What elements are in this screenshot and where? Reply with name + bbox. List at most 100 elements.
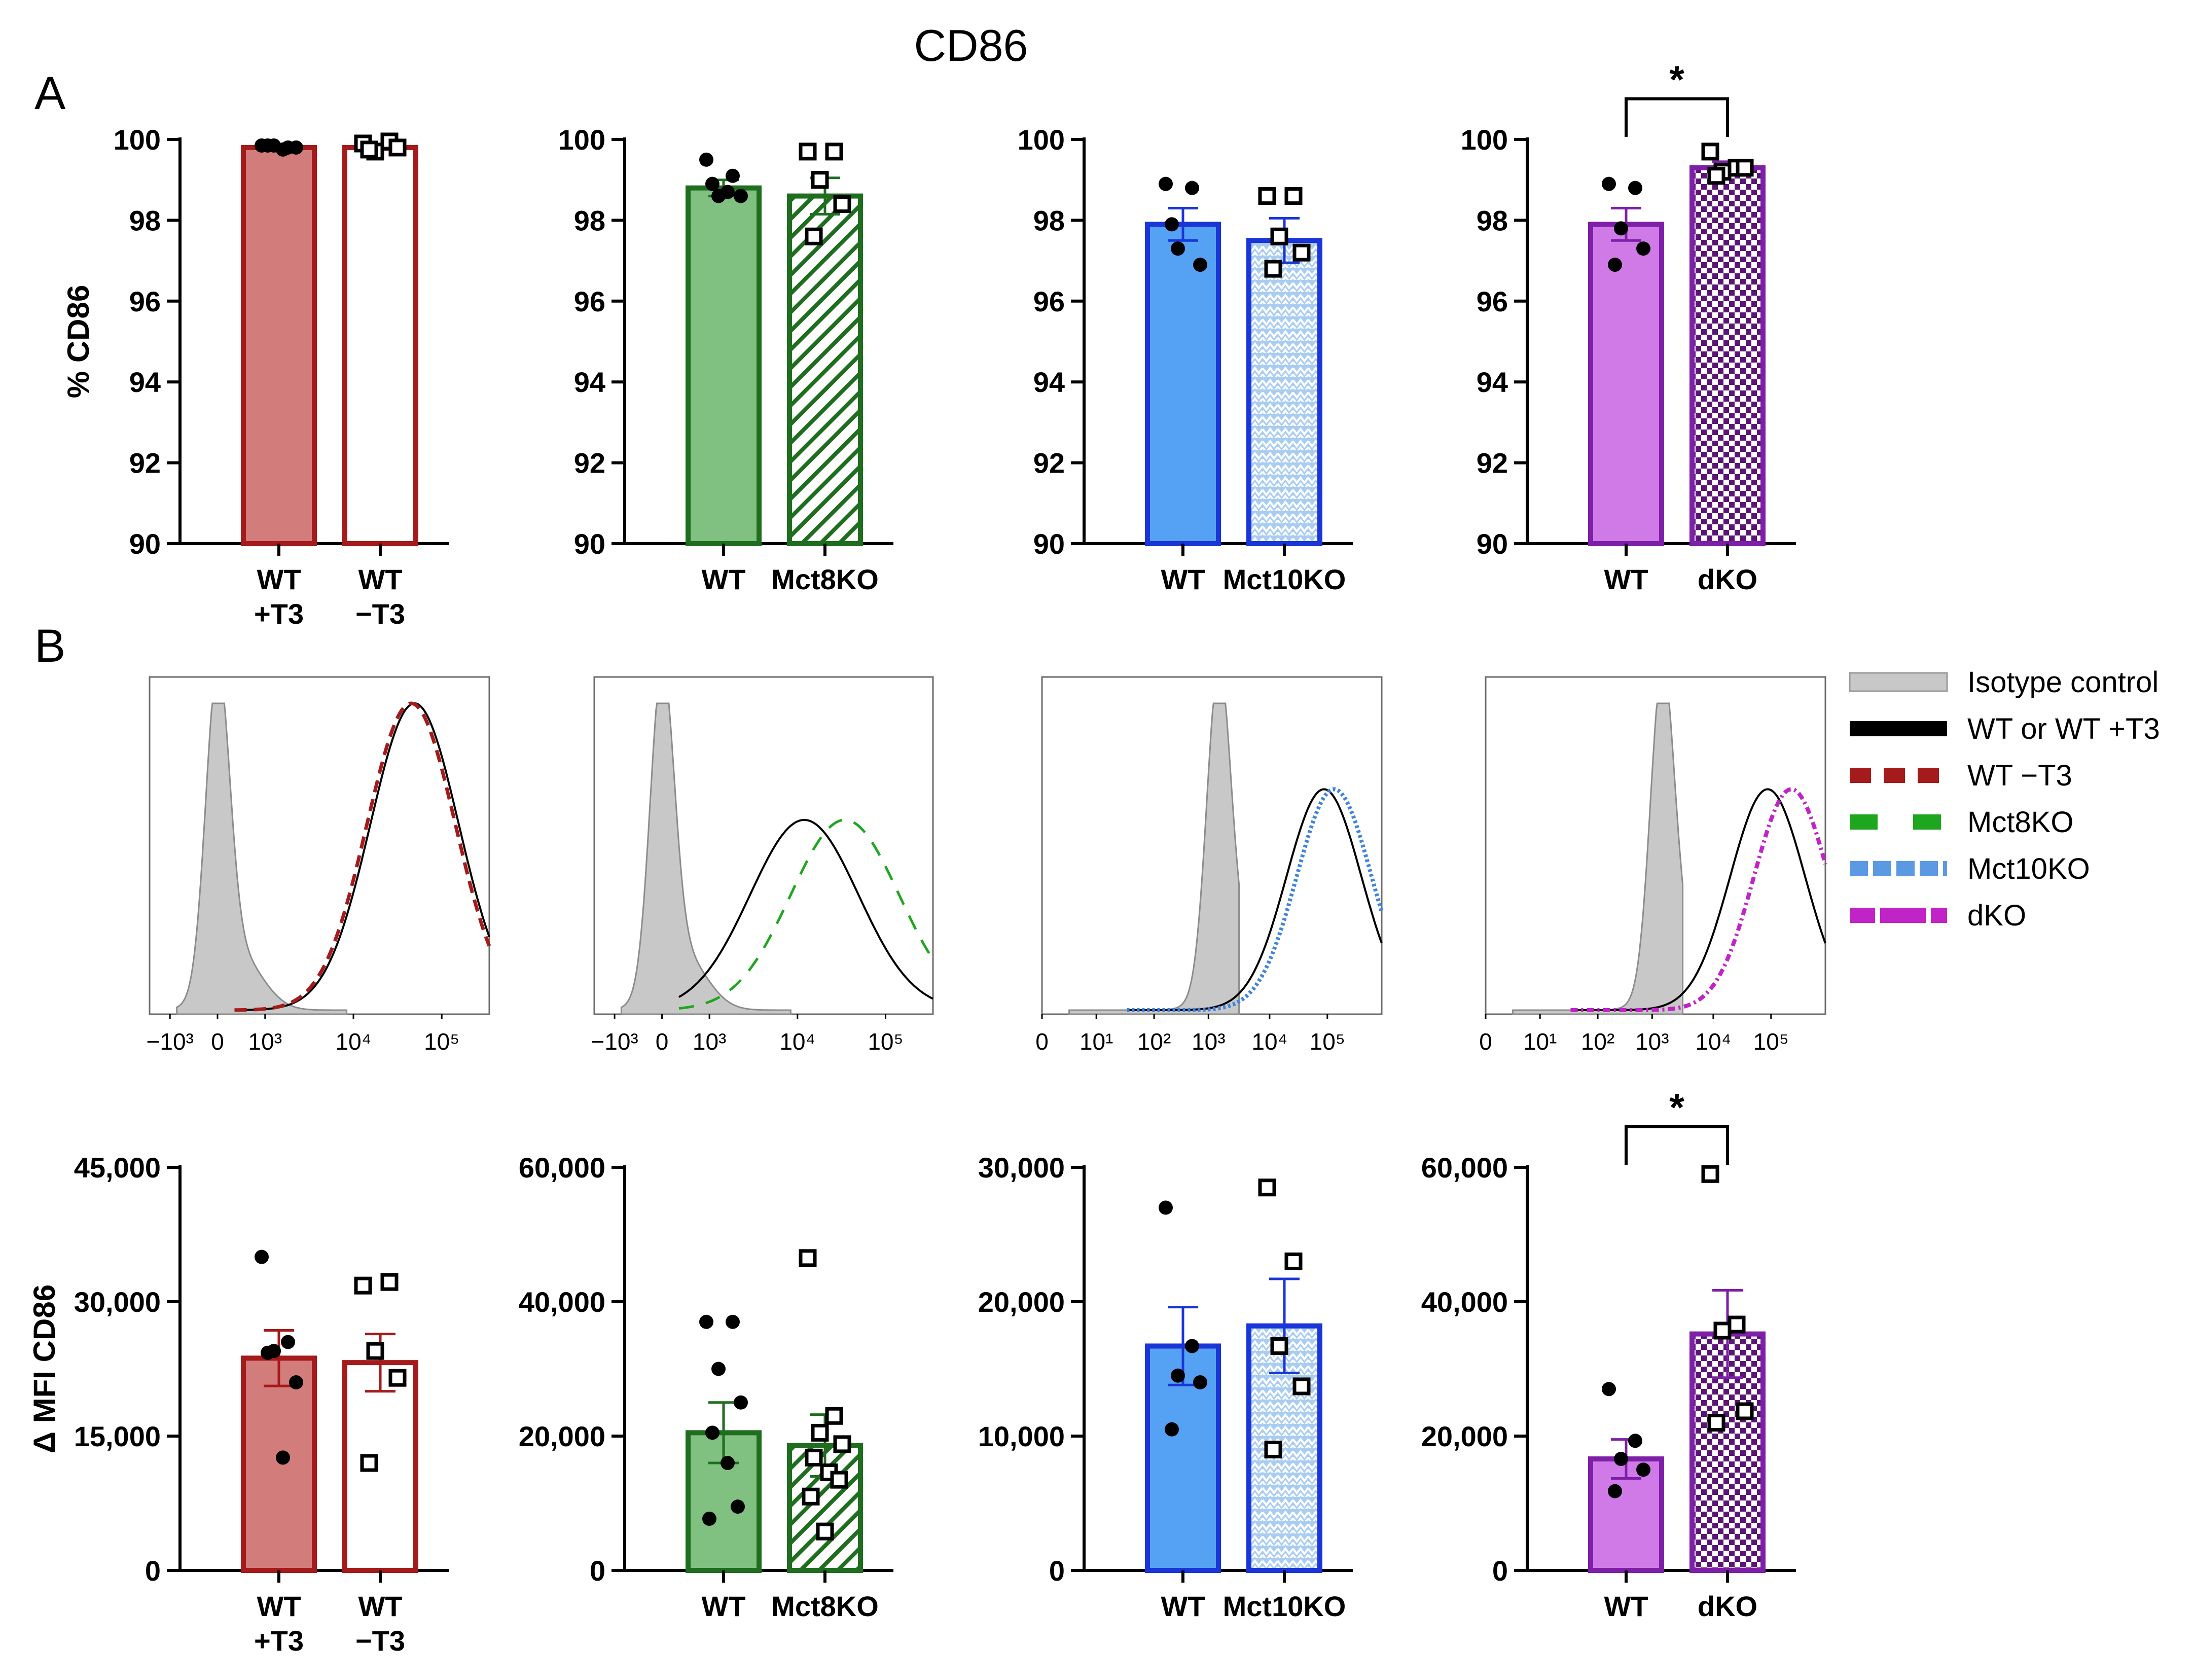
x-tick-label: Mct8KO xyxy=(771,1590,879,1622)
y-tick-label: 94 xyxy=(574,366,605,398)
data-point-wt xyxy=(1171,241,1185,256)
x-tick-label: WT xyxy=(257,1590,301,1622)
y-tick-label: 96 xyxy=(129,285,161,317)
data-point-wt xyxy=(1185,181,1199,195)
y-tick-label: 0 xyxy=(145,1555,161,1587)
data-point-ko xyxy=(825,142,843,161)
data-point-ko xyxy=(833,195,851,213)
bar-ko xyxy=(787,193,863,546)
data-point-ko xyxy=(805,1448,823,1467)
data-point-ko xyxy=(366,1342,384,1360)
bar-ko xyxy=(1246,238,1322,546)
bar-chart-a3: 90 92 94 96 98 100 WT Mct10KO xyxy=(1018,124,1353,595)
data-point-wt xyxy=(1165,1422,1179,1437)
y-tick-label: 90 xyxy=(1033,528,1065,560)
y-tick-label: 92 xyxy=(1033,447,1065,479)
panel-b-label: B xyxy=(34,620,65,672)
data-point-wt xyxy=(726,1314,740,1329)
data-point-wt xyxy=(705,1425,720,1440)
significance-star: * xyxy=(1669,1086,1684,1129)
x-tick-label: 10⁴ xyxy=(336,1028,372,1055)
data-point-ko xyxy=(1713,1321,1732,1340)
data-point-wt xyxy=(699,1314,713,1329)
y-tick-label: 96 xyxy=(1033,285,1065,317)
x-tick-label: Mct8KO xyxy=(771,563,879,595)
data-point-wt xyxy=(281,1335,295,1349)
x-tick-label: +T3 xyxy=(254,1625,304,1657)
data-point-ko xyxy=(360,140,378,159)
data-point-ko xyxy=(1284,1253,1303,1270)
data-point-ko xyxy=(805,227,823,245)
x-tick-label: WT xyxy=(1604,1590,1648,1622)
x-tick-label: dKO xyxy=(1698,563,1757,595)
significance-star: * xyxy=(1669,58,1684,101)
data-point-ko xyxy=(1264,1441,1282,1458)
data-point-wt xyxy=(1165,217,1179,232)
x-tick-label: WT xyxy=(257,563,301,595)
data-point-ko xyxy=(1292,1377,1311,1396)
data-point-wt xyxy=(1159,1200,1173,1215)
y-tick-label: 92 xyxy=(574,447,605,479)
histogram-series-mct10ko xyxy=(1127,787,1384,1012)
y-tick-label: 100 xyxy=(1018,124,1065,156)
data-point-ko xyxy=(799,142,817,161)
histogram-series-mct8ko xyxy=(678,818,934,1010)
data-point-ko xyxy=(1292,243,1311,262)
y-tick-label: 60,000 xyxy=(519,1152,605,1184)
histogram-series-wt-or-wt-t3 xyxy=(1570,788,1826,1011)
x-tick-label: 10⁵ xyxy=(868,1028,903,1055)
x-tick-label: WT xyxy=(358,563,402,595)
data-point-wt xyxy=(699,152,713,167)
x-tick-label: 0 xyxy=(656,1028,669,1055)
y-tick-label: 45,000 xyxy=(74,1152,161,1184)
histogram-series-wt-or-wt-t3 xyxy=(678,818,933,1000)
data-point-ko xyxy=(1270,1337,1288,1355)
data-point-ko xyxy=(811,171,829,189)
x-tick-label: −T3 xyxy=(355,1625,405,1657)
data-point-ko xyxy=(1707,167,1725,185)
bar-chart-a4: 90 92 94 96 98 100 WT dKO * xyxy=(1461,58,1796,595)
data-point-wt xyxy=(711,1362,726,1376)
bar-chart-a2: 90 92 94 96 98 100 WT Mct8KO xyxy=(558,124,893,595)
histogram-h4: 0 10¹ 10² 10³ 10⁴ 10⁵ xyxy=(1479,676,1827,1055)
x-tick-label: 0 xyxy=(1479,1028,1492,1055)
y-axis-label: Δ MFI CD86 xyxy=(27,1284,61,1453)
data-point-ko xyxy=(802,1487,820,1506)
data-point-ko xyxy=(1736,159,1754,177)
x-tick-label: 10² xyxy=(1581,1028,1614,1055)
data-point-wt xyxy=(1614,1452,1628,1467)
legend-label: Mct10KO xyxy=(1967,852,2090,885)
x-tick-label: 10⁴ xyxy=(779,1028,815,1055)
legend: Isotype control WT or WT +T3 WT −T3 Mct8KO M… xyxy=(1849,666,2160,932)
y-tick-label: 0 xyxy=(1492,1555,1508,1587)
data-point-wt xyxy=(276,1450,290,1465)
x-tick-label: 10² xyxy=(1137,1028,1171,1055)
histogram-h3: 0 10¹ 10² 10³ 10⁴ 10⁵ xyxy=(1035,676,1384,1055)
data-point-wt xyxy=(1608,1484,1622,1498)
bar-ko xyxy=(342,1360,418,1573)
bar-wt xyxy=(241,1355,317,1574)
y-tick-label: 100 xyxy=(558,124,605,156)
y-tick-label: 98 xyxy=(1477,204,1508,236)
y-tick-label: 20,000 xyxy=(978,1286,1065,1318)
data-point-ko xyxy=(1258,187,1276,205)
legend-label: Mct8KO xyxy=(1967,806,2074,839)
x-tick-label: 10⁴ xyxy=(1695,1028,1731,1055)
legend-label: WT or WT +T3 xyxy=(1967,712,2160,745)
y-tick-label: 96 xyxy=(574,285,605,317)
data-point-ko xyxy=(1728,1315,1746,1334)
bar-wt xyxy=(1588,222,1664,546)
data-point-ko xyxy=(360,1454,378,1472)
y-tick-label: 60,000 xyxy=(1421,1152,1508,1184)
legend-swatch xyxy=(1849,672,1948,692)
data-point-wt xyxy=(261,138,275,153)
data-point-ko xyxy=(1284,187,1303,205)
data-point-wt xyxy=(289,1375,303,1389)
y-tick-label: 20,000 xyxy=(1421,1420,1508,1452)
legend-item: Mct8KO xyxy=(1850,806,2074,839)
legend-item: WT or WT +T3 xyxy=(1850,712,2160,745)
y-tick-label: 90 xyxy=(129,528,161,560)
